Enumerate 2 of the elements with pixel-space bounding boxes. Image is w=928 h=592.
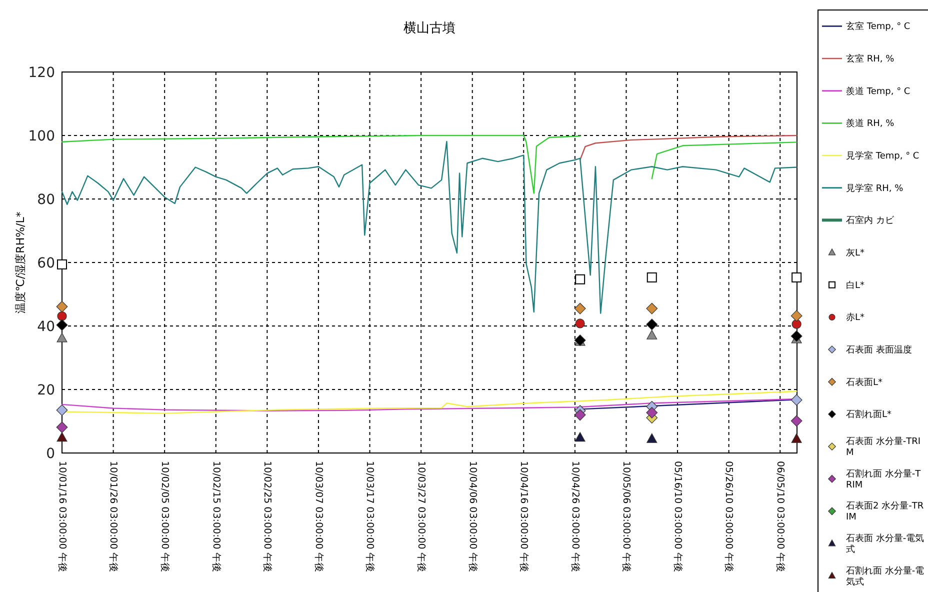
title: 横山古墳 [404, 21, 456, 36]
ylabel: 温度℃/湿度RH%/L* [14, 212, 27, 314]
